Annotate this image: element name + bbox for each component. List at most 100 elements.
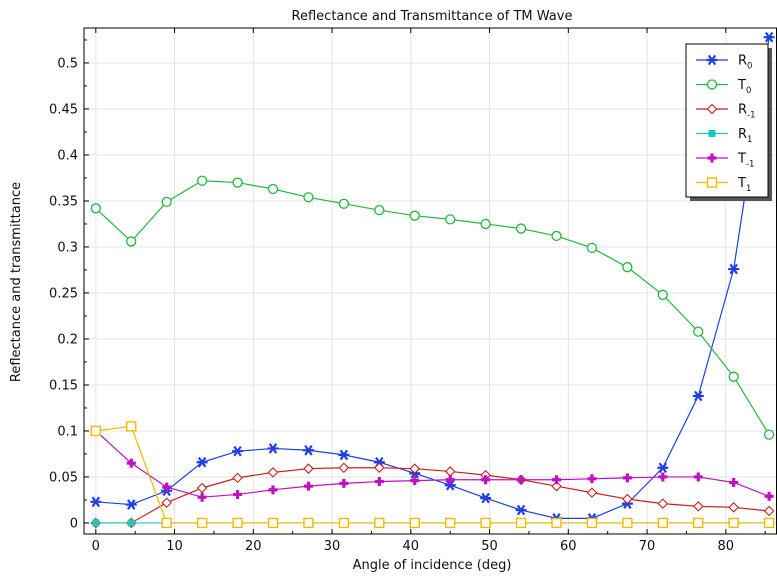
- legend-label: T1: [737, 176, 751, 194]
- chart-title: Reflectance and Transmittance of TM Wave: [292, 9, 573, 24]
- x-tick-label: 20: [245, 539, 262, 554]
- data-point: [586, 517, 598, 529]
- data-point: [708, 130, 716, 137]
- series-r-1: [90, 462, 775, 529]
- data-point: [267, 183, 279, 195]
- data-point: [657, 289, 668, 300]
- data-point: [126, 458, 136, 468]
- x-axis-title: Angle of incidence (deg): [353, 558, 512, 573]
- y-tick-label: 0.05: [49, 470, 78, 485]
- series-t-1: [91, 426, 774, 502]
- legend-subscript: 0: [747, 62, 752, 72]
- data-point: [515, 517, 527, 529]
- data-point: [232, 517, 243, 529]
- data-point: [232, 177, 243, 188]
- x-tick-label: 40: [403, 539, 420, 554]
- legend-subscript: 0: [746, 86, 751, 96]
- y-tick-label: 0.45: [49, 102, 78, 117]
- series-line: [95, 180, 770, 435]
- data-point: [729, 477, 739, 487]
- x-tick-label: 50: [481, 539, 498, 554]
- data-point: [302, 444, 314, 456]
- data-point: [409, 210, 420, 221]
- data-point: [516, 475, 526, 485]
- data-point: [764, 491, 774, 501]
- data-point: [197, 492, 207, 502]
- data-point: [409, 463, 421, 474]
- data-point: [622, 493, 633, 505]
- x-tick-label: 0: [92, 539, 100, 554]
- legend-label: R-1: [738, 103, 756, 121]
- data-point: [92, 519, 100, 527]
- legend-entry: T1: [696, 176, 751, 194]
- data-point: [233, 489, 243, 499]
- data-point: [303, 463, 314, 474]
- data-point: [444, 517, 456, 529]
- data-point: [622, 262, 633, 273]
- data-point: [763, 31, 775, 43]
- grid: [84, 28, 777, 534]
- data-point: [692, 390, 704, 402]
- data-point: [692, 501, 704, 512]
- data-point: [481, 475, 491, 485]
- data-point: [267, 443, 279, 454]
- data-point: [763, 429, 775, 440]
- legend-entry: R0: [696, 54, 752, 72]
- data-point: [303, 192, 314, 203]
- data-point: [706, 54, 718, 66]
- data-point: [586, 242, 598, 254]
- data-point: [763, 517, 775, 529]
- y-tick-label: 0.15: [49, 378, 78, 393]
- data-point: [658, 472, 668, 482]
- x-tick-label: 10: [166, 539, 183, 554]
- data-point: [409, 517, 420, 529]
- data-point: [338, 462, 350, 474]
- plot-frame: [83, 27, 777, 535]
- legend-subscript: -1: [747, 111, 755, 121]
- series-line: [95, 425, 770, 524]
- data-point: [90, 425, 102, 437]
- data-point: [303, 481, 313, 491]
- data-point: [728, 502, 739, 513]
- legend-entry: T-1: [696, 152, 754, 170]
- x-tick-label: 80: [718, 539, 735, 554]
- legend-entry: R1: [696, 127, 752, 145]
- series-t0: [90, 175, 775, 440]
- data-point: [728, 371, 739, 382]
- data-point: [374, 477, 384, 487]
- legend-entry: R-1: [696, 103, 756, 121]
- data-point: [444, 466, 456, 477]
- data-point: [374, 517, 385, 529]
- data-point: [693, 472, 703, 482]
- y-tick-label: 0.3: [57, 240, 78, 255]
- data-point: [586, 487, 598, 498]
- data-point: [657, 517, 669, 529]
- legend-subscript: -1: [746, 160, 754, 170]
- legend-label: T-1: [737, 152, 754, 170]
- series-line: [95, 467, 770, 524]
- data-point: [480, 492, 492, 504]
- data-point: [551, 480, 562, 492]
- data-point: [196, 175, 208, 186]
- series-layer: [90, 31, 775, 529]
- data-point: [551, 517, 562, 529]
- y-tick-label: 0.4: [57, 148, 78, 163]
- legend-box: [685, 43, 769, 198]
- axis-ticks: [84, 28, 766, 534]
- x-tick-label: 30: [324, 539, 341, 554]
- data-point: [268, 485, 278, 495]
- data-point: [480, 517, 491, 529]
- data-point: [196, 517, 208, 529]
- data-point: [480, 218, 491, 230]
- data-point: [338, 198, 350, 209]
- y-axis-title: Reflectance and transmittance: [9, 182, 24, 382]
- series-t1: [90, 421, 775, 529]
- series-line: [95, 37, 770, 519]
- data-point: [303, 517, 314, 529]
- y-tick-label: 0.2: [57, 332, 78, 347]
- y-tick-label: 0.35: [49, 194, 78, 209]
- data-point: [161, 196, 172, 208]
- data-point: [515, 223, 527, 234]
- data-point: [587, 474, 597, 484]
- data-point: [126, 421, 137, 432]
